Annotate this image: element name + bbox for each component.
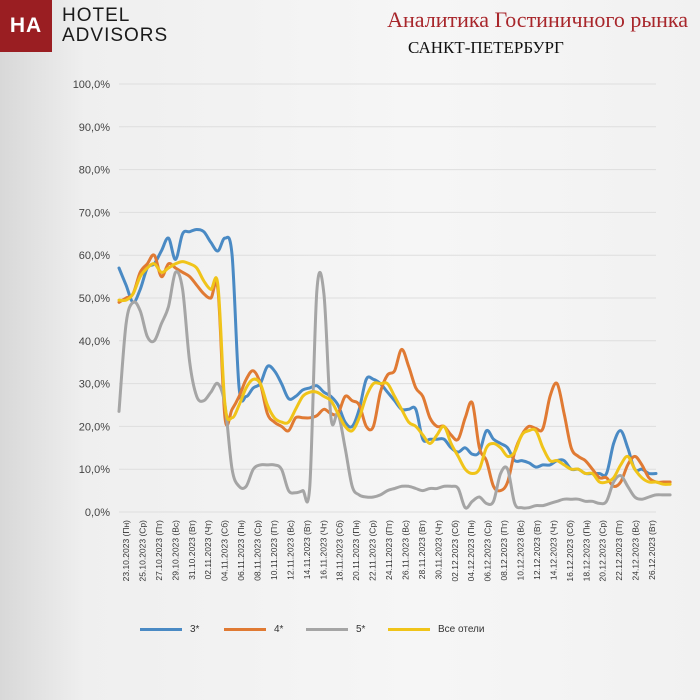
y-tick-label: 60,0% (79, 250, 110, 262)
y-tick-label: 100,0% (73, 79, 111, 91)
x-tick-label: 20.12.2023 (Ср) (598, 520, 608, 582)
x-tick-label: 04.11.2023 (Сб) (220, 520, 230, 581)
x-tick-label: 23.10.2023 (Пн) (121, 520, 131, 582)
x-tick-label: 16.12.2023 (Сб) (565, 520, 575, 582)
x-tick-label: 24.11.2023 (Пт) (384, 520, 394, 580)
y-tick-label: 10,0% (79, 464, 110, 476)
legend-swatch (306, 628, 348, 631)
x-tick-label: 22.11.2023 (Ср) (368, 520, 378, 581)
occupancy-line-chart: 0,0% 10,0% 20,0% 30,0% 40,0% 50,0% 60,0% 70,0% 8… (73, 79, 672, 582)
x-tick-label: 14.12.2023 (Чт) (548, 520, 558, 580)
series-lines (117, 228, 672, 510)
x-tick-label: 26.12.2023 (Вт) (647, 520, 657, 580)
x-tick-label: 10.11.2023 (Пт) (269, 520, 279, 580)
legend-label: 5* (356, 624, 366, 635)
x-tick-label: 31.10.2023 (Вт) (187, 520, 197, 580)
x-tick-label: 02.12.2023 (Сб) (450, 520, 460, 582)
legend-swatch (224, 628, 266, 631)
x-tick-label: 12.11.2023 (Вс) (285, 520, 295, 580)
x-tick-label: 18.12.2023 (Пн) (581, 520, 591, 582)
x-tick-label: 06.11.2023 (Пн) (236, 520, 246, 581)
hotel-advisors-logo-mark: HA (0, 0, 52, 52)
logo-line-1: HOTEL (62, 5, 131, 26)
header: HA HOTEL ADVISORS Аналитика Гостиничного… (0, 0, 700, 60)
x-tick-label: 08.11.2023 (Ср) (253, 520, 263, 581)
x-tick-label: 28.11.2023 (Вт) (417, 520, 427, 579)
legend-label: 3* (190, 624, 200, 635)
legend-swatch (388, 628, 430, 631)
x-tick-label: 24.12.2023 (Вс) (631, 520, 641, 581)
chart-legend: 3* 4* 5* Все отели (140, 624, 560, 644)
x-tick-label: 14.11.2023 (Вт) (302, 520, 312, 579)
series-line-3 (117, 260, 672, 486)
x-tick-label: 20.11.2023 (Пн) (351, 520, 361, 581)
x-tick-label: 16.11.2023 (Чт) (318, 520, 328, 580)
x-tick-label: 26.11.2023 (Вс) (400, 520, 410, 580)
x-tick-label: 12.12.2023 (Вт) (532, 520, 542, 580)
grid-lines (119, 83, 656, 513)
x-tick-label: 29.10.2023 (Вс) (170, 520, 180, 581)
y-tick-label: 20,0% (79, 421, 110, 433)
y-tick-label: 40,0% (79, 336, 110, 348)
y-axis-tick-labels: 0,0% 10,0% 20,0% 30,0% 40,0% 50,0% 60,0% 70,0% 8… (73, 79, 111, 519)
y-tick-label: 30,0% (79, 379, 110, 391)
y-tick-label: 80,0% (79, 165, 110, 177)
x-tick-label: 27.10.2023 (Пт) (154, 520, 164, 581)
series-line-0 (117, 228, 658, 478)
y-tick-label: 50,0% (79, 293, 110, 305)
legend-swatch (140, 628, 182, 631)
hotel-advisors-logo-text: HOTEL ADVISORS (62, 6, 168, 46)
series-line-2 (117, 270, 672, 510)
legend-item: 4* (224, 624, 283, 635)
x-tick-label: 25.10.2023 (Ср) (137, 520, 147, 582)
legend-item: Все отели (388, 624, 484, 635)
x-tick-label: 04.12.2023 (Пн) (466, 520, 476, 582)
y-tick-label: 70,0% (79, 207, 110, 219)
x-axis-tick-labels: 23.10.2023 (Пн) 25.10.2023 (Ср) 27.10.2023… (121, 520, 657, 582)
report-subtitle: САНКТ-ПЕТЕРБУРГ (408, 38, 564, 57)
x-tick-label: 30.11.2023 (Чт) (433, 520, 443, 580)
x-tick-label: 06.12.2023 (Ср) (483, 520, 493, 582)
x-tick-label: 22.12.2023 (Пт) (614, 520, 624, 581)
series-line-1 (117, 253, 672, 493)
legend-item: 3* (140, 624, 199, 635)
legend-label: Все отели (438, 624, 485, 635)
y-tick-label: 0,0% (85, 507, 110, 519)
x-tick-label: 10.12.2023 (Вс) (516, 520, 526, 581)
x-tick-label: 08.12.2023 (Пт) (499, 520, 509, 581)
x-tick-label: 18.11.2023 (Сб) (335, 520, 345, 581)
y-tick-label: 90,0% (79, 122, 110, 134)
x-tick-label: 02.11.2023 (Чт) (203, 520, 213, 580)
logo-line-2: ADVISORS (62, 25, 169, 46)
report-title: Аналитика Гостиничного рынка (387, 7, 688, 32)
legend-item: 5* (306, 624, 365, 635)
legend-label: 4* (274, 624, 284, 635)
